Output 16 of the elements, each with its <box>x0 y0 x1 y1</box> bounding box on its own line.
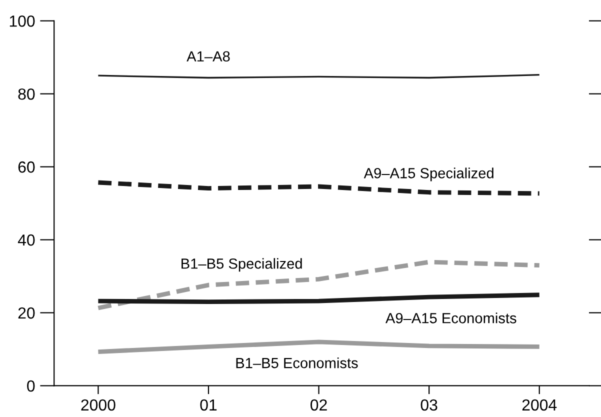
x-tick-label: 2004 <box>522 399 557 411</box>
x-tick-label: 01 <box>200 399 217 411</box>
y-tick-label: 100 <box>10 15 35 27</box>
series-label: A1–A8 <box>186 51 230 62</box>
x-tick-label: 2000 <box>81 399 116 411</box>
series-label: B1–B5 Economists <box>236 357 358 368</box>
y-tick-label: 60 <box>18 161 35 173</box>
series-label: B1–B5 Specialized <box>182 258 302 272</box>
series-label: A9–A15 Economists <box>385 312 516 324</box>
series-label: A9–A15 Specialized <box>364 168 494 182</box>
y-tick-label: 20 <box>18 307 35 319</box>
y-tick-label: 40 <box>18 234 35 246</box>
x-tick-label: 02 <box>310 399 327 411</box>
x-tick-label: 03 <box>420 399 438 411</box>
y-tick-label: 80 <box>18 88 35 100</box>
y-tick-label: 0 <box>27 380 35 392</box>
